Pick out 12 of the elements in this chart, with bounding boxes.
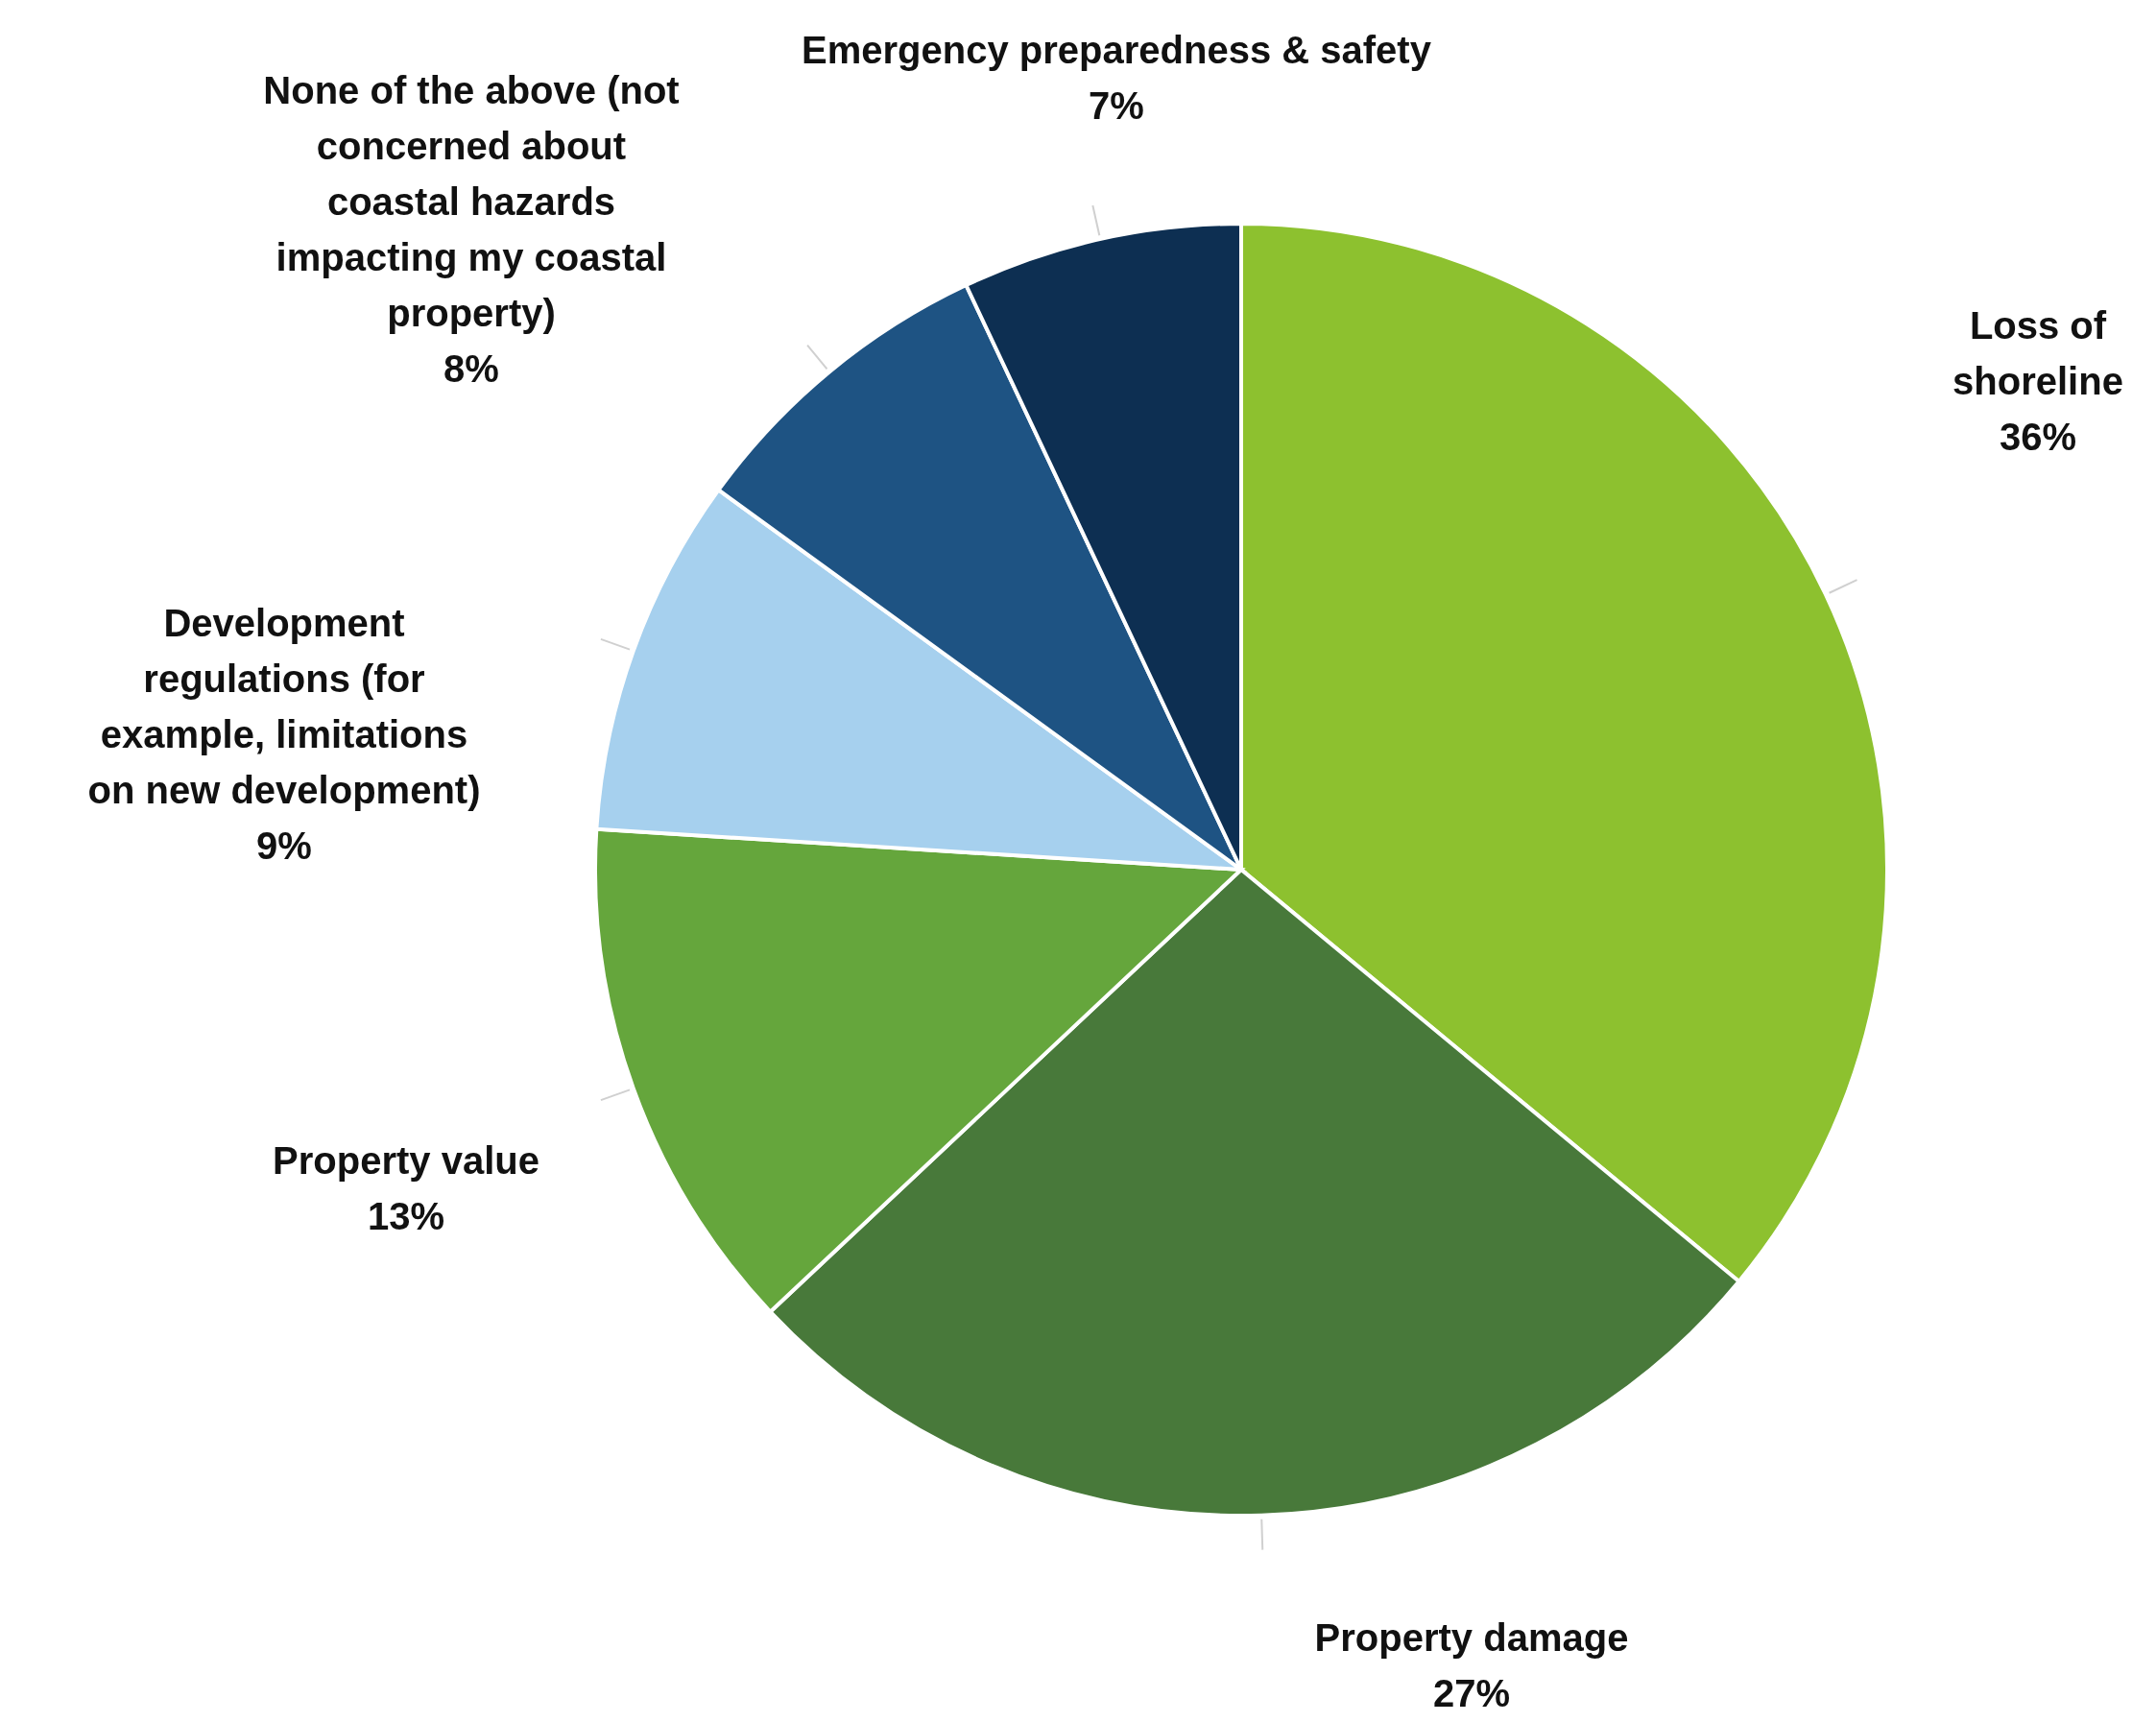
slice-label: Property value <box>273 1139 539 1182</box>
data-label: 36% <box>1999 416 2077 458</box>
slice-label: Development regulations (for example, limitations on new development) <box>87 602 481 811</box>
slice-label: None of the above (not concerned about coastal hazards impacting my coastal property) <box>263 69 680 334</box>
slice-label: Loss of shoreline <box>1952 304 2123 402</box>
slice-label: Emergency preparedness & safety <box>802 29 1432 71</box>
data-label: 7% <box>1089 84 1144 127</box>
data-label: 13% <box>367 1195 445 1237</box>
slice-label: Property damage <box>1314 1616 1629 1659</box>
data-label: 8% <box>443 347 499 390</box>
data-label: 9% <box>256 825 312 867</box>
data-label: 27% <box>1432 1672 1511 1714</box>
